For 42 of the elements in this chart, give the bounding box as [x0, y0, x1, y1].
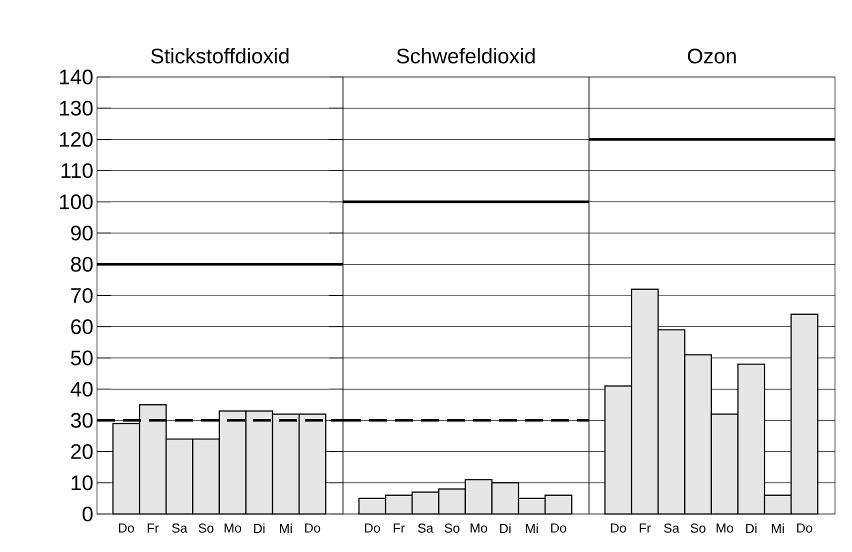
x-tick-label: Mo [716, 524, 734, 533]
y-tick-label: 90 [71, 226, 93, 241]
x-tick-label: Di [500, 524, 510, 533]
y-tick-label: 120 [60, 132, 93, 147]
x-tick-label: Mo [470, 524, 488, 533]
x-tick-label: Fr [640, 524, 651, 532]
x-tick-label: Mi [280, 524, 292, 533]
x-tick-label: Sa [418, 524, 434, 533]
y-tick-label: 80 [71, 256, 93, 272]
chart-title: Ozon [688, 48, 736, 64]
x-tick-label: Sa [172, 524, 188, 533]
x-tick-label: So [198, 524, 214, 533]
x-tick-label: Di [254, 524, 264, 533]
x-tick-label: Do [551, 524, 566, 533]
x-tick-label: Sa [664, 524, 680, 533]
x-tick-label: Do [365, 524, 380, 533]
x-tick-label: Fr [148, 524, 159, 532]
x-tick-label: Do [119, 524, 134, 533]
y-tick-label: 30 [70, 412, 93, 428]
x-tick-label: Fr [394, 524, 405, 532]
x-tick-label: Di [746, 524, 756, 533]
y-tick-label: 60 [71, 319, 93, 334]
x-tick-label: Mo [224, 524, 242, 533]
chart-title: Stickstoffdioxid [151, 48, 288, 64]
y-tick-label: 140 [60, 70, 93, 84]
x-tick-label: Mi [526, 524, 538, 533]
y-tick-label: 130 [60, 100, 93, 116]
y-tick-label: 40 [70, 382, 93, 397]
x-tick-label: So [444, 524, 460, 533]
x-tick-label: So [690, 524, 706, 533]
x-tick-label: Mi [772, 524, 784, 533]
y-tick-label: 0 [82, 506, 93, 522]
chart-title: Schwefeldioxid [396, 48, 535, 64]
y-tick-label: 10 [72, 475, 93, 490]
x-tick-label: Do [797, 524, 812, 533]
x-tick-label: Do [305, 524, 320, 533]
x-tick-label: Do [611, 524, 626, 533]
y-tick-label: 110 [62, 163, 93, 178]
y-tick-label: 100 [60, 194, 93, 210]
y-tick-label: 70 [71, 288, 93, 303]
y-tick-label: 50 [70, 350, 93, 366]
y-tick-label: 20 [71, 444, 93, 460]
